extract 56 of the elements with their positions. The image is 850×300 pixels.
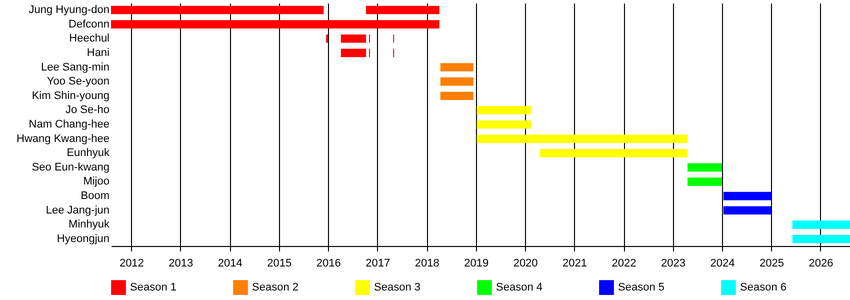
x-tick-label: 2013: [168, 258, 194, 270]
legend-label: Season 6: [740, 282, 786, 294]
y-tick-label: Boom: [80, 190, 110, 202]
legend-label: Season 3: [374, 282, 420, 294]
bar: [111, 6, 324, 14]
y-tick-label: Hani: [86, 46, 110, 59]
bar: [476, 134, 688, 143]
y-tick-label: Jo Se-ho: [65, 104, 110, 116]
x-tick-label: 2024: [710, 258, 735, 270]
bar: [688, 163, 722, 172]
y-tick-label: Seo Eun-kwang: [32, 161, 110, 174]
y-tick-label: Lee Jang-jun: [46, 204, 110, 216]
bar: [366, 6, 440, 14]
y-tick-label: Minhyuk: [68, 218, 110, 231]
bar: [340, 48, 366, 58]
x-tick-label: 2014: [218, 258, 242, 270]
x-tick-label: 2020: [513, 258, 538, 270]
legend-label: Season 4: [496, 282, 542, 294]
y-tick-label: Eunhyuk: [66, 147, 110, 160]
bar: [792, 220, 850, 229]
y-tick-label: Jung Hyung-don: [28, 4, 110, 16]
x-tick-label: 2012: [119, 258, 144, 270]
y-tick-label: Lee Sang-min: [41, 61, 110, 74]
y-tick-label: Mijoo: [83, 176, 110, 188]
x-tick-label: 2022: [612, 258, 636, 270]
x-tick-label: 2019: [464, 258, 489, 270]
x-tick-label: 2021: [562, 258, 588, 270]
x-tick-label: 2023: [661, 258, 686, 270]
bar: [111, 20, 440, 28]
bar: [476, 106, 531, 114]
bar: [340, 34, 366, 43]
legend-label: Season 5: [618, 282, 664, 294]
bar: [440, 92, 474, 100]
y-tick-label: Yoo Se-yoon: [46, 76, 110, 88]
y-tick-label: Nam Chang-hee: [28, 118, 110, 130]
x-tick-label: 2025: [759, 258, 784, 270]
bar: [792, 234, 850, 244]
y-tick-label: Hyeongjun: [56, 232, 110, 245]
bar: [540, 148, 688, 158]
y-tick-label: Kim Shin-young: [32, 90, 110, 102]
x-tick-label: 2017: [366, 258, 390, 270]
bar: [476, 120, 531, 129]
bar: [440, 77, 474, 86]
legend-label: Season 1: [130, 282, 176, 294]
x-tick-label: 2016: [316, 258, 341, 270]
y-tick-label: Defconn: [68, 18, 110, 30]
bar: [723, 192, 772, 200]
x-tick-label: 2018: [414, 258, 440, 270]
y-tick-label: Heechul: [69, 32, 110, 45]
legend-label: Season 2: [252, 282, 298, 294]
bar: [723, 206, 772, 215]
y-tick-label: Hwang Kwang-hee: [16, 132, 110, 145]
x-tick-label: 2015: [267, 258, 292, 270]
bar: [688, 178, 722, 186]
x-tick-label: 2026: [808, 258, 834, 270]
bar: [440, 63, 474, 72]
